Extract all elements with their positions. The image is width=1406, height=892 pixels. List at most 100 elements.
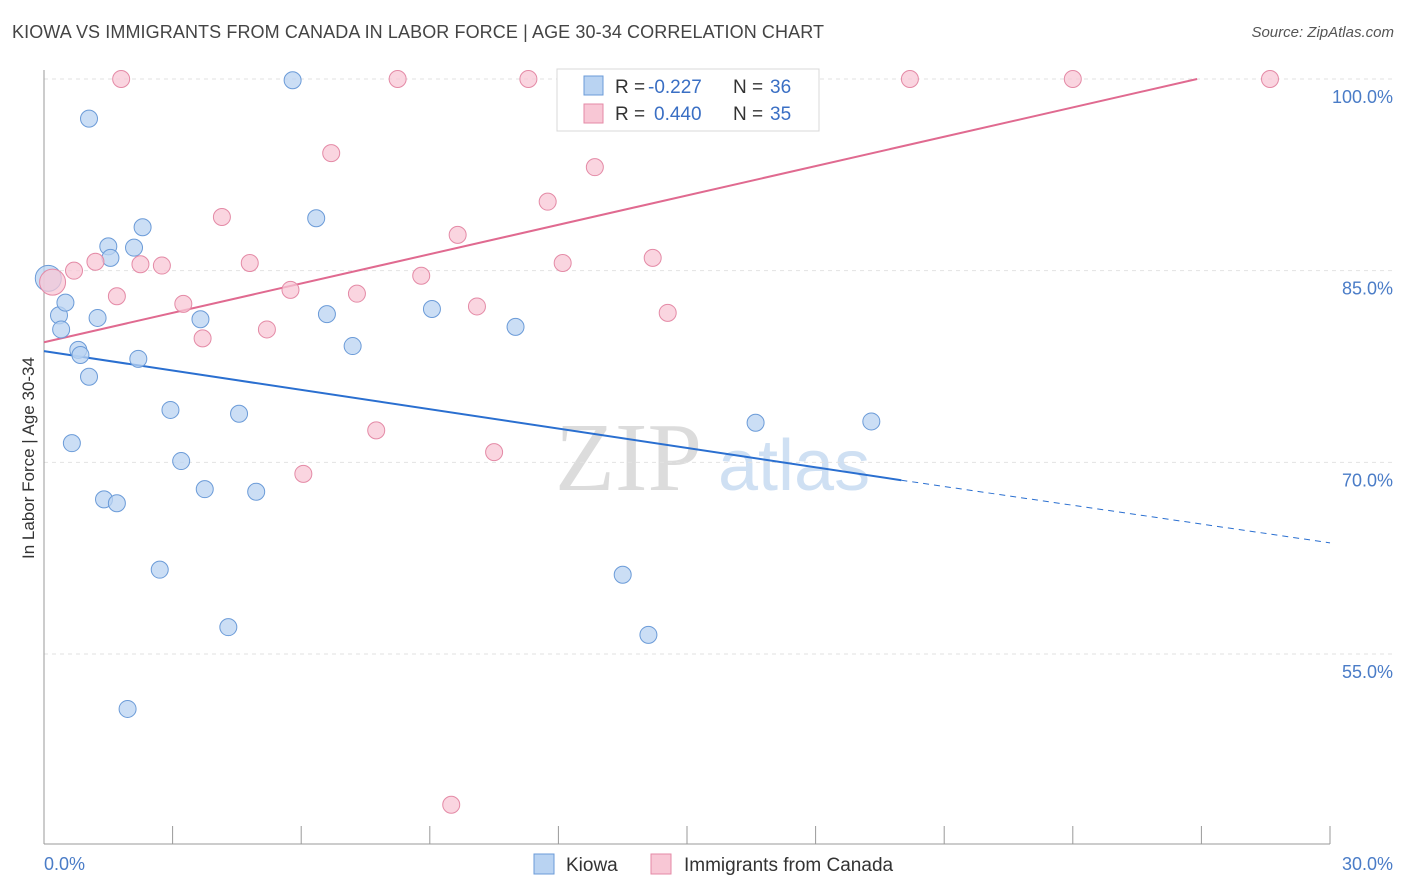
y-tick-label: 100.0% (1332, 87, 1393, 107)
canada-point (485, 443, 504, 462)
kiowa-point (88, 308, 107, 327)
kiowa-point (191, 310, 210, 329)
legend-r-value-1: -0.227 (648, 77, 702, 98)
kiowa-point (506, 317, 525, 336)
canada-point (367, 421, 386, 440)
canada-point (322, 144, 341, 163)
canada-point (174, 294, 193, 313)
canada-point (281, 280, 300, 299)
legend-n-value-1: 36 (770, 77, 791, 98)
kiowa-point (129, 349, 148, 368)
kiowa-point (150, 560, 169, 579)
canada-point (388, 70, 407, 88)
x-tick-label: 0.0% (44, 854, 85, 874)
canada-point (240, 254, 259, 272)
kiowa-point (317, 305, 336, 324)
legend-canada-swatch (583, 103, 604, 124)
legend-n-label-1: N = (733, 77, 763, 98)
canada-point (900, 70, 919, 88)
watermark-atlas: atlas (718, 426, 870, 506)
legend-r-label-1: R = (615, 77, 645, 98)
kiowa-trend-line (43, 350, 902, 482)
canada-point (1260, 70, 1279, 88)
trend-lines (43, 78, 1331, 544)
y-tick-label: 70.0% (1342, 470, 1393, 490)
canada-point (131, 255, 150, 274)
legend-kiowa-swatch (583, 75, 604, 96)
kiowa-point (307, 209, 326, 228)
correlation-legend: R = -0.227 N = 36 R = 0.440 N = 35 (556, 68, 820, 132)
y-tick-label: 85.0% (1342, 279, 1393, 299)
kiowa-trend-extension (901, 479, 1331, 544)
canada-point (112, 70, 131, 88)
kiowa-point (195, 480, 214, 499)
canada-point (107, 287, 126, 306)
kiowa-point (219, 618, 238, 637)
bottom-legend-canada-swatch (650, 853, 672, 875)
kiowa-point (52, 320, 71, 339)
bottom-legend-kiowa-swatch (533, 853, 555, 875)
kiowa-point (230, 404, 249, 423)
canada-point (212, 208, 231, 226)
canada-point (442, 795, 461, 814)
axes (43, 70, 1331, 845)
kiowa-point (343, 337, 362, 356)
x-tick-labels: 0.0% 30.0% (44, 854, 1393, 874)
kiowa-point (118, 699, 137, 718)
legend-n-label-2: N = (733, 104, 763, 125)
canada-point (467, 297, 486, 316)
kiowa-point (247, 482, 266, 501)
kiowa-point (133, 218, 152, 237)
series-legend: Kiowa Immigrants from Canada (533, 853, 894, 876)
canada-point (448, 225, 467, 244)
legend-r-label-2: R = (615, 104, 645, 125)
kiowa-point (161, 400, 180, 419)
y-tick-label: 55.0% (1342, 662, 1393, 682)
canada-point (39, 268, 67, 296)
y-tick-labels: 55.0% 70.0% 85.0% 100.0% (1332, 87, 1393, 682)
kiowa-point (80, 109, 99, 128)
bottom-legend-canada-label: Immigrants from Canada (684, 855, 894, 876)
canada-point (1063, 70, 1082, 88)
bottom-legend-kiowa-label: Kiowa (566, 855, 618, 876)
canada-point (658, 303, 677, 322)
canada-point (553, 254, 572, 272)
canada-point (585, 158, 604, 177)
canada-point (193, 329, 212, 348)
kiowa-point (422, 300, 441, 318)
kiowa-point (107, 494, 126, 513)
kiowa-point (172, 452, 191, 471)
canada-point (347, 284, 366, 303)
canada-point (538, 192, 557, 211)
kiowa-point (862, 412, 881, 431)
kiowa-point (56, 293, 75, 312)
kiowa-points (34, 71, 881, 718)
kiowa-point (639, 625, 658, 644)
chart-title: KIOWA VS IMMIGRANTS FROM CANADA IN LABOR… (12, 22, 825, 42)
canada-point (519, 70, 538, 88)
legend-r-value-2: 0.440 (654, 104, 702, 125)
kiowa-point (125, 238, 144, 257)
kiowa-point (101, 248, 120, 267)
source-label: Source: ZipAtlas.com (1251, 24, 1394, 41)
canada-trend-line (43, 78, 1198, 344)
kiowa-point (746, 413, 765, 432)
canada-point (152, 256, 171, 275)
canada-point (86, 252, 105, 271)
canada-point (294, 464, 313, 483)
watermark-zip: ZIP (555, 404, 702, 512)
x-tick-label: 30.0% (1342, 854, 1393, 874)
kiowa-point (80, 367, 99, 386)
canada-point (257, 320, 276, 339)
kiowa-point (62, 434, 81, 453)
kiowa-point (283, 71, 302, 90)
kiowa-point (71, 346, 90, 364)
canada-point (65, 261, 84, 280)
legend-n-value-2: 35 (770, 104, 791, 125)
y-axis-label: In Labor Force | Age 30-34 (19, 357, 38, 559)
canada-point (412, 266, 431, 285)
grid-lines (44, 78, 1395, 655)
kiowa-point (613, 565, 632, 584)
canada-point (643, 248, 662, 267)
